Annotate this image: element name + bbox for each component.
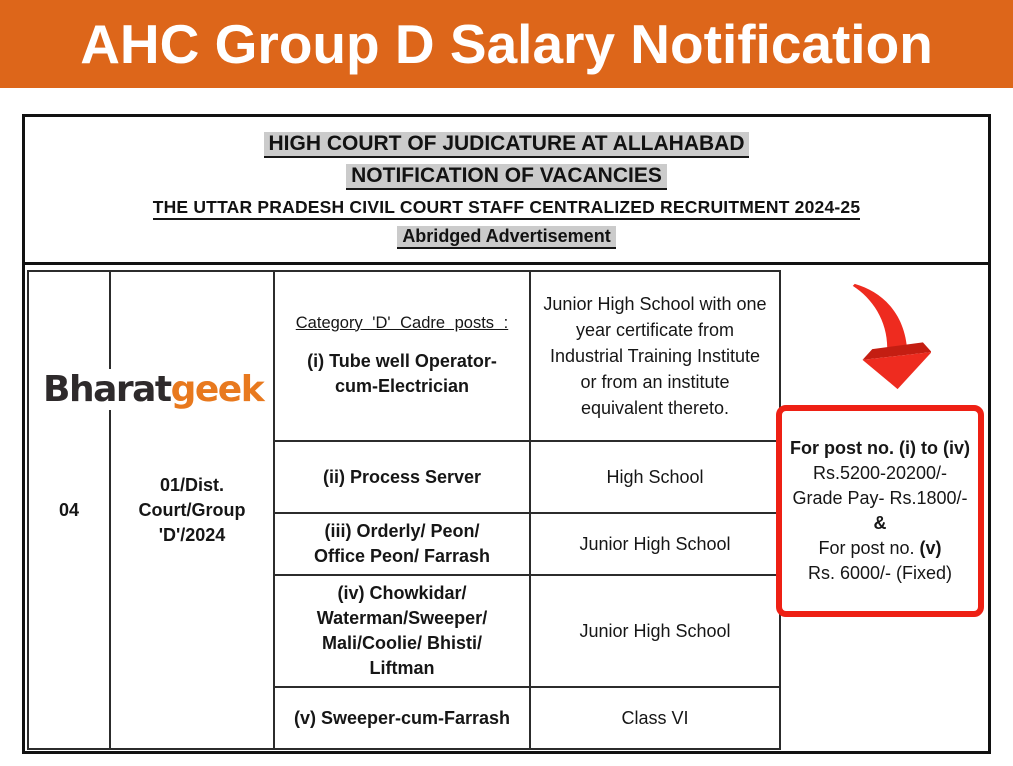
salary-box: For post no. (i) to (iv) Rs.5200-20200/-… [776, 405, 984, 617]
notification-document: HIGH COURT OF JUDICATURE AT ALLAHABAD NO… [22, 114, 991, 754]
grade-pay: Grade Pay- Rs.1800/- [792, 488, 968, 508]
ampersand: & [873, 513, 887, 533]
qualification-cell: Junior High School with one year certifi… [529, 270, 781, 442]
document-header: HIGH COURT OF JUDICATURE AT ALLAHABAD NO… [25, 117, 988, 265]
logo-text-accent: geek [170, 369, 265, 410]
page-title: AHC Group D Salary Notification [80, 13, 933, 75]
advertisement-no-cell: 01/Dist. Court/Group 'D'/2024 [109, 270, 275, 750]
heading-recruitment: THE UTTAR PRADESH CIVIL COURT STAFF CENT… [152, 197, 861, 220]
vacancy-table: 04 01/Dist. Court/Group 'D'/2024 Categor… [27, 270, 781, 750]
bharatgeek-logo: Bharatgeek [37, 369, 270, 410]
pay-scale: Rs.5200-20200/- [812, 463, 948, 483]
title-banner: AHC Group D Salary Notification [0, 0, 1013, 88]
salary-heading: For post no. (i) to (iv) [790, 438, 970, 458]
logo-text-dark: Bharat [43, 369, 172, 410]
heading-court: HIGH COURT OF JUDICATURE AT ALLAHABAD [263, 131, 750, 158]
table-row: (v) Sweeper-cum-Farrash Class VI [28, 686, 781, 750]
post-v-marker: (v) [919, 538, 942, 558]
fixed-pay: Rs. 6000/- (Fixed) [807, 563, 953, 583]
table-row: (iv) Chowkidar/ Waterman/Sweeper/ Mali/C… [28, 574, 781, 688]
salary-panel [781, 268, 988, 751]
serial-no-cell: 04 [27, 270, 111, 750]
curved-down-arrow-icon [852, 283, 931, 390]
heading-notification: NOTIFICATION OF VACANCIES [346, 164, 667, 191]
table-row: 04 01/Dist. Court/Group 'D'/2024 Categor… [27, 270, 781, 750]
post-name: (i) Tube well Operator-cum-Electrician [307, 350, 497, 396]
qualification-cell: Class VI [529, 686, 781, 750]
table-row: (iii) Orderly/ Peon/ Office Peon/ Farras… [28, 512, 781, 576]
qualification-cell: High School [529, 440, 781, 514]
qualification-cell: Junior High School [529, 574, 781, 688]
table-row: (ii) Process Server High School [28, 440, 781, 514]
post-name: (iv) Chowkidar/ Waterman/Sweeper/ Mali/C… [273, 574, 531, 688]
post-cell: Category 'D' Cadre posts : (i) Tube well… [273, 270, 531, 442]
post-v-line: For post no. (v) [784, 536, 976, 561]
post-v-prefix: For post no. [818, 538, 920, 558]
post-name: (ii) Process Server [273, 440, 531, 514]
heading-abridged: Abridged Advertisement [397, 226, 616, 250]
post-name: (v) Sweeper-cum-Farrash [273, 686, 531, 750]
qualification-cell: Junior High School [529, 512, 781, 576]
category-header: Category 'D' Cadre posts : [295, 313, 509, 332]
post-name: (iii) Orderly/ Peon/ Office Peon/ Farras… [273, 512, 531, 576]
